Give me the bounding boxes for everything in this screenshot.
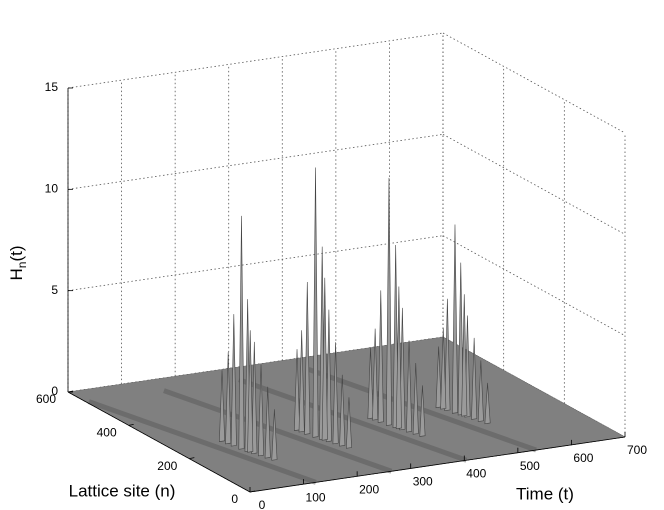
spike bbox=[332, 342, 339, 445]
spike bbox=[471, 337, 478, 420]
axis-line bbox=[67, 391, 251, 493]
x-tick-label: 200 bbox=[359, 482, 379, 496]
x-tick-label: 500 bbox=[520, 459, 540, 473]
z-tick-label: 5 bbox=[51, 283, 58, 297]
spike bbox=[452, 224, 458, 414]
spike bbox=[406, 340, 413, 433]
spike bbox=[247, 330, 254, 453]
spike bbox=[377, 290, 384, 423]
spike bbox=[271, 409, 278, 461]
axis-line bbox=[249, 436, 626, 493]
tick-mark bbox=[249, 490, 256, 493]
spike bbox=[225, 352, 232, 445]
spike bbox=[321, 277, 328, 441]
spike bbox=[395, 286, 402, 430]
y-axis-label: Lattice site (n) bbox=[69, 481, 176, 500]
spike bbox=[372, 328, 379, 421]
x-tick-label: 700 bbox=[627, 443, 647, 457]
spike bbox=[294, 349, 301, 431]
spike bbox=[312, 167, 319, 438]
spike bbox=[461, 294, 468, 417]
spike bbox=[385, 177, 392, 426]
x-tick-label: 300 bbox=[413, 475, 433, 489]
spike bbox=[367, 347, 374, 420]
y-tick-label: 200 bbox=[157, 459, 177, 473]
spike bbox=[264, 386, 271, 459]
spike bbox=[477, 360, 484, 422]
ridge bbox=[163, 388, 393, 474]
spike bbox=[298, 330, 305, 433]
z-axis-label: Hn(t) bbox=[7, 245, 29, 280]
z-tick-label: 10 bbox=[45, 182, 59, 196]
z-tick-label: 15 bbox=[45, 80, 59, 94]
spike bbox=[251, 341, 258, 455]
spike bbox=[484, 382, 491, 425]
tick-mark bbox=[128, 423, 134, 426]
x-tick-label: 100 bbox=[306, 490, 326, 504]
x-axis-label: Time (t) bbox=[516, 484, 574, 503]
grid-line bbox=[67, 133, 444, 190]
grid-line bbox=[67, 235, 444, 292]
spike bbox=[238, 215, 245, 450]
y-tick-label: 400 bbox=[97, 426, 117, 440]
tick-mark bbox=[67, 390, 74, 393]
spike bbox=[457, 262, 464, 416]
grid-line bbox=[442, 133, 626, 235]
x-tick-label: 0 bbox=[259, 498, 266, 510]
spike bbox=[304, 281, 311, 435]
spike bbox=[219, 370, 226, 442]
grid-line bbox=[442, 32, 626, 134]
spike bbox=[444, 298, 451, 412]
y-tick-label: 600 bbox=[36, 392, 56, 406]
spike bbox=[435, 346, 442, 409]
spike bbox=[339, 374, 346, 447]
x-tick-label: 600 bbox=[573, 451, 593, 465]
y-tick-label: 0 bbox=[231, 492, 238, 506]
spike bbox=[325, 309, 332, 443]
spike bbox=[230, 314, 237, 447]
spike bbox=[412, 362, 419, 435]
spike bbox=[440, 327, 447, 410]
grid-line bbox=[67, 32, 444, 89]
surface-floor bbox=[67, 336, 626, 493]
spike bbox=[345, 397, 352, 449]
spike bbox=[419, 385, 426, 437]
grid-line bbox=[442, 235, 626, 337]
x-tick-label: 400 bbox=[466, 467, 486, 481]
tick-mark bbox=[189, 457, 195, 460]
ridge bbox=[238, 377, 468, 463]
ridge bbox=[88, 399, 317, 485]
z-tick-label: 0 bbox=[51, 384, 58, 398]
spike bbox=[258, 364, 265, 457]
